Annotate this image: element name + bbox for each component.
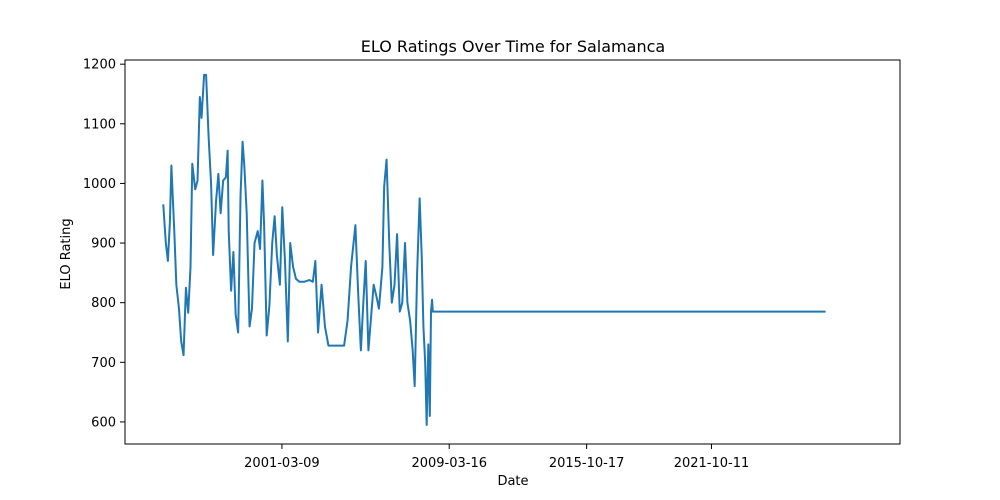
plot-area: [162, 73, 826, 426]
x-axis-title: Date: [497, 474, 528, 489]
y-tick-label: 1000: [83, 177, 116, 192]
axis-ticks: 600 700 800 900 1000 1100 1200 2001-03-09 2009-0…: [83, 58, 749, 471]
x-tick-label: 2015-10-17: [549, 456, 625, 471]
chart-title: ELO Ratings Over Time for Salamanca: [361, 37, 665, 56]
y-tick-label: 800: [91, 296, 116, 311]
y-tick-label: 600: [91, 415, 116, 430]
x-tick-label: 2001-03-09: [244, 456, 320, 471]
y-tick-label: 1200: [83, 58, 116, 73]
y-tick-label: 700: [91, 356, 116, 371]
y-tick-label: 1100: [83, 117, 116, 132]
x-tick-label: 2021-10-11: [674, 456, 750, 471]
y-axis-title: ELO Rating: [59, 218, 74, 289]
y-tick-label: 900: [91, 237, 116, 252]
plot-frame: [124, 59, 901, 445]
x-tick-label: 2009-03-16: [411, 456, 487, 471]
series-line: [162, 73, 826, 426]
